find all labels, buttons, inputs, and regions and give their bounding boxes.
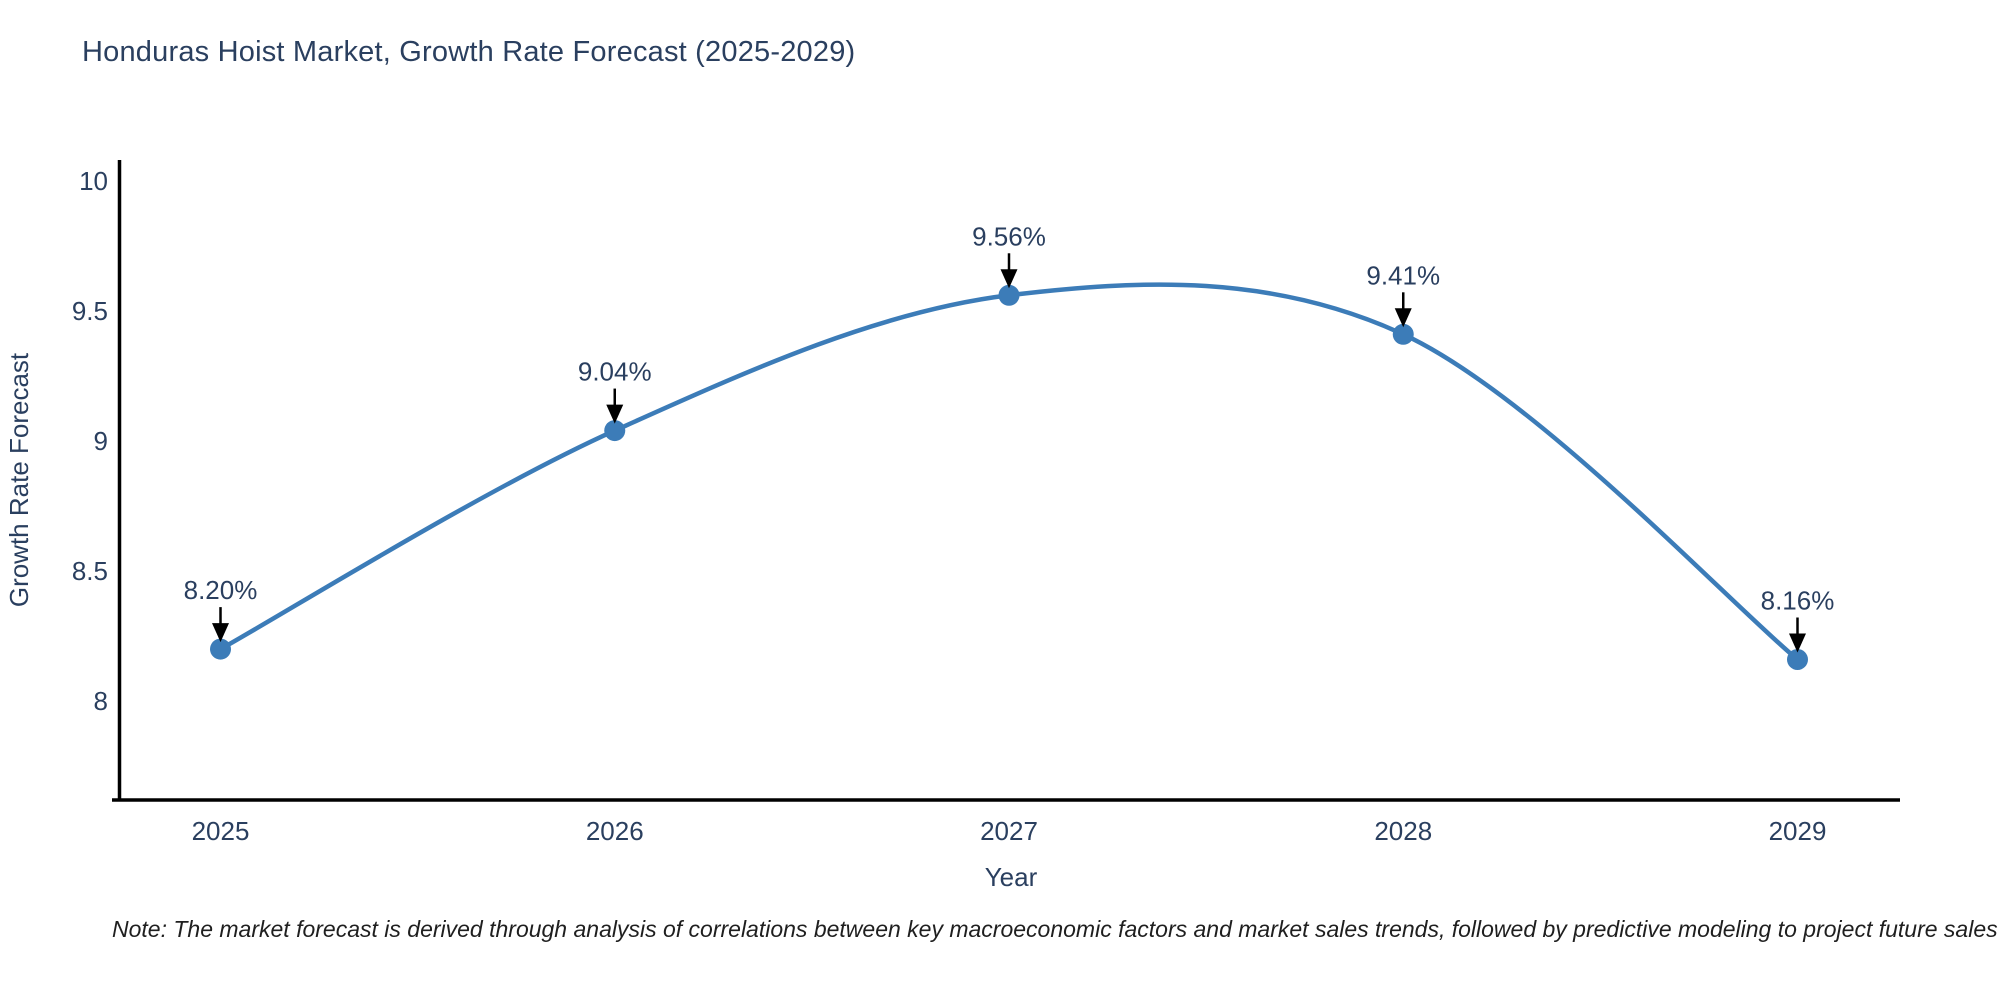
annotation-arrowhead <box>212 623 230 643</box>
y-tick-label: 9.5 <box>72 296 108 326</box>
y-axis-title: Growth Rate Forecast <box>4 352 34 607</box>
data-point <box>1786 649 1808 671</box>
x-tick-label: 2025 <box>192 816 250 846</box>
annotation-arrowhead <box>1788 633 1806 653</box>
x-tick-label: 2029 <box>1769 816 1827 846</box>
plot-area: 8 8.5 9 9.5 10 2025 2026 2027 2028 2029 8.20% 9.04%… <box>72 166 1835 846</box>
point-annotation-label: 8.20% <box>184 575 258 605</box>
data-point <box>604 420 626 442</box>
data-point <box>998 284 1020 306</box>
annotation-arrowhead <box>1394 308 1412 328</box>
annotation-arrowhead <box>606 404 624 424</box>
point-annotation-label: 9.56% <box>972 221 1046 251</box>
x-tick-label: 2027 <box>980 816 1038 846</box>
data-point <box>210 638 232 660</box>
y-tick-label: 8.5 <box>72 556 108 586</box>
trace-line <box>218 282 1800 662</box>
y-tick-label: 9 <box>94 426 108 456</box>
data-point <box>1392 323 1414 345</box>
point-annotation-label: 8.16% <box>1761 586 1835 616</box>
point-annotation-label: 9.04% <box>578 357 652 387</box>
chart-title: Honduras Hoist Market, Growth Rate Forec… <box>82 36 856 68</box>
x-axis-title: Year <box>985 862 1038 892</box>
y-tick-label: 10 <box>79 166 108 196</box>
point-annotation-label: 9.41% <box>1366 260 1440 290</box>
footnote: Note: The market forecast is derived thr… <box>112 916 1998 942</box>
x-tick-label: 2026 <box>586 816 644 846</box>
y-tick-label: 8 <box>94 686 108 716</box>
annotation-arrowhead <box>1000 269 1018 289</box>
x-tick-label: 2028 <box>1374 816 1432 846</box>
